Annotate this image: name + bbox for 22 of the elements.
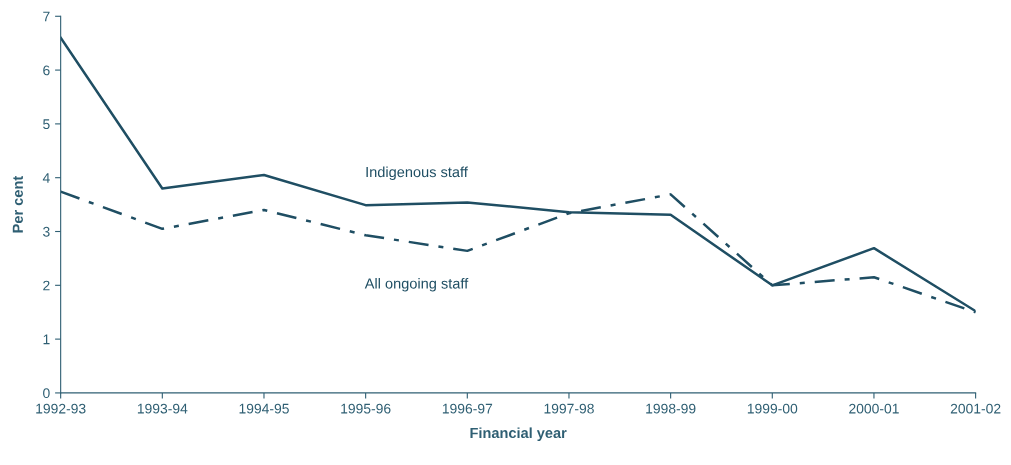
y-tick-label: 6 (43, 65, 50, 76)
x-tick-label: 2000-01 (849, 403, 899, 414)
x-tick-label: 2001-02 (950, 403, 1001, 414)
y-tick-label: 2 (43, 280, 50, 291)
x-tick-label: 1994-95 (239, 403, 289, 414)
y-tick-label: 5 (43, 119, 50, 130)
y-tick-label: 0 (43, 388, 50, 399)
y-axis-title: Per cent (12, 176, 23, 233)
x-tick-label: 1999-00 (747, 403, 798, 414)
x-tick-label: 1997-98 (544, 403, 594, 414)
y-tick-label: 1 (43, 334, 50, 345)
x-tick-label: 1993-94 (137, 403, 188, 414)
x-tick-label: 1992-93 (36, 403, 86, 414)
series-label: Indigenous staff (366, 166, 468, 181)
x-axis-title: Financial year (470, 427, 567, 441)
x-tick-label: 1996-97 (442, 403, 493, 414)
series-label: All ongoing staff (364, 277, 469, 292)
x-tick-label: 1998-99 (646, 403, 696, 414)
y-tick-label: 4 (42, 173, 50, 183)
y-tick-label: 7 (43, 11, 50, 22)
x-tick-label: 1995-96 (341, 403, 391, 414)
y-tick-label: 3 (43, 226, 50, 237)
